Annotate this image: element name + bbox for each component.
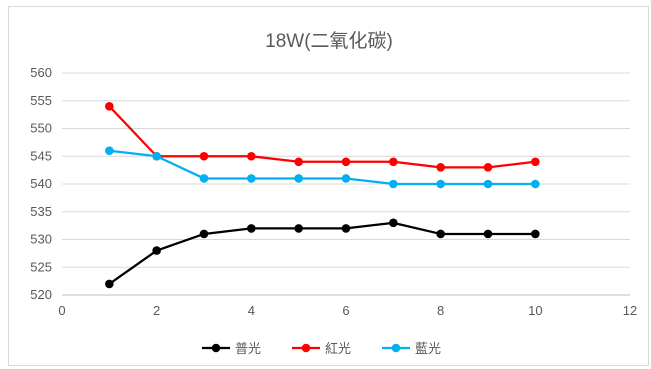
- x-tick-label: 12: [623, 303, 637, 318]
- y-tick-label: 530: [30, 232, 52, 247]
- legend-item: 普光: [202, 341, 261, 356]
- data-point: [294, 224, 303, 233]
- series: [105, 102, 540, 172]
- data-point: [389, 218, 398, 228]
- y-tick-label: 560: [30, 65, 52, 80]
- data-point: [531, 229, 540, 239]
- data-point: [341, 157, 351, 167]
- legend-swatch-marker: [211, 343, 221, 353]
- data-point: [199, 151, 209, 161]
- chart-area: 18W(二氧化碳) 520 525 530 535 540 545 550 555 560 0 2 4…: [8, 6, 649, 366]
- legend-swatch-marker: [301, 343, 311, 353]
- data-point: [105, 102, 114, 111]
- data-point: [152, 151, 161, 161]
- x-tick-label: 8: [437, 303, 444, 318]
- data-point: [436, 229, 445, 239]
- data-point: [105, 279, 114, 289]
- data-point: [105, 146, 114, 155]
- y-tick-label: 550: [30, 121, 52, 136]
- series: [105, 146, 540, 189]
- data-point: [199, 229, 209, 239]
- series: [105, 218, 540, 289]
- legend-label: 普光: [235, 341, 261, 356]
- data-point: [436, 163, 445, 172]
- data-point: [199, 174, 209, 183]
- data-point: [389, 179, 398, 189]
- legend-label: 紅光: [325, 341, 351, 356]
- legend-item: 藍光: [382, 341, 441, 356]
- x-tick-label: 4: [248, 303, 255, 318]
- data-point: [341, 174, 351, 183]
- series-line: [109, 149, 536, 186]
- y-tick-label: 525: [30, 259, 52, 274]
- y-tick-label: 545: [30, 148, 52, 163]
- x-tick-label: 0: [58, 303, 65, 318]
- line-chart: 18W(二氧化碳) 520 525 530 535 540 545 550 555 560 0 2 4…: [30, 30, 637, 356]
- gridlines: [62, 72, 630, 296]
- y-tick-label: 520: [30, 287, 52, 302]
- data-point: [436, 179, 445, 189]
- data-point: [389, 157, 398, 167]
- data-point: [341, 224, 351, 233]
- x-tick-label: 6: [342, 303, 349, 318]
- data-point: [294, 157, 303, 167]
- x-tick-label: 10: [528, 303, 542, 318]
- data-point: [247, 174, 256, 183]
- y-tick-label: 540: [30, 176, 52, 191]
- data-point: [294, 174, 303, 183]
- data-point: [247, 151, 256, 161]
- axes: 520 525 530 535 540 545 550 555 560 0 2 4 6 8 10 12: [30, 65, 637, 318]
- series-line: [108, 221, 536, 285]
- data-point: [152, 246, 161, 255]
- legend: 普光 紅光 藍光: [202, 341, 441, 356]
- series-layer: [105, 102, 540, 289]
- data-point: [483, 163, 493, 172]
- legend-swatch-marker: [391, 343, 401, 353]
- chart-title: 18W(二氧化碳): [265, 30, 393, 52]
- data-point: [247, 224, 256, 233]
- data-point: [483, 229, 493, 239]
- x-tick-label: 2: [153, 303, 160, 318]
- y-tick-label: 555: [30, 93, 52, 108]
- y-tick-label: 535: [30, 204, 52, 219]
- data-point: [531, 157, 540, 167]
- legend-label: 藍光: [415, 341, 441, 356]
- series-line: [108, 105, 536, 169]
- data-point: [531, 179, 540, 189]
- data-point: [483, 179, 493, 189]
- legend-item: 紅光: [292, 341, 351, 356]
